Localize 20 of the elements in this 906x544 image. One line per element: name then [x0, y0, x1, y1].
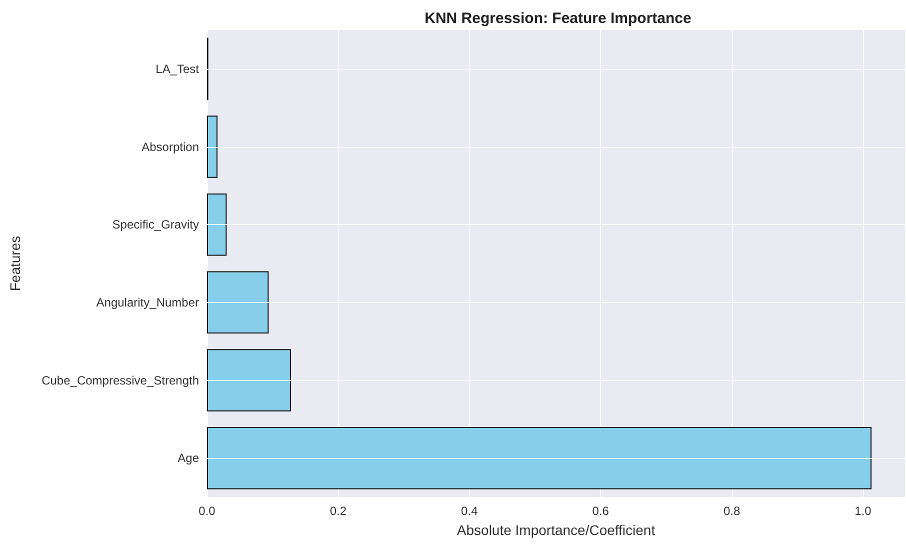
- x-tick-label: 0.6: [592, 504, 610, 518]
- bar: [207, 271, 269, 334]
- chart-title: KNN Regression: Feature Importance: [424, 10, 692, 27]
- x-tick-label: 0.8: [723, 504, 740, 518]
- bar: [207, 426, 872, 490]
- y-tick-label: Absorption: [142, 140, 199, 154]
- x-axis-title: Absolute Importance/Coefficient: [456, 522, 656, 538]
- y-axis-title: Features: [7, 236, 23, 292]
- bar: [207, 193, 227, 256]
- x-tick-label: 0.2: [330, 504, 347, 518]
- y-tick-label: LA_Test: [156, 62, 200, 76]
- y-tick-label: Angularity_Number: [96, 295, 199, 310]
- y-tick-label: Age: [178, 451, 200, 466]
- bar: [207, 116, 218, 178]
- y-tick-label: Cube_Compressive_Strength: [42, 373, 199, 388]
- y-tick-label: Specific_Gravity: [112, 218, 199, 232]
- x-tick-label: 1.0: [854, 504, 872, 518]
- x-tick-label: 0.0: [198, 504, 216, 518]
- bar: [207, 349, 291, 412]
- x-tick-label: 0.4: [461, 504, 478, 518]
